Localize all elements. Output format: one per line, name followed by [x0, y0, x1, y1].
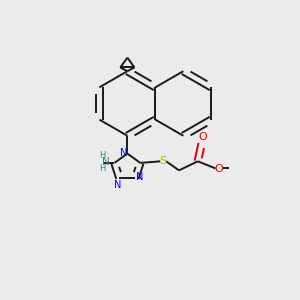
Text: O: O — [214, 164, 223, 174]
Text: H: H — [99, 164, 105, 173]
Text: N: N — [136, 172, 144, 182]
Text: O: O — [198, 132, 207, 142]
Text: N: N — [120, 148, 127, 158]
Text: H: H — [99, 151, 105, 160]
Text: S: S — [159, 156, 167, 166]
Text: N: N — [102, 157, 110, 167]
Text: N: N — [114, 180, 122, 190]
